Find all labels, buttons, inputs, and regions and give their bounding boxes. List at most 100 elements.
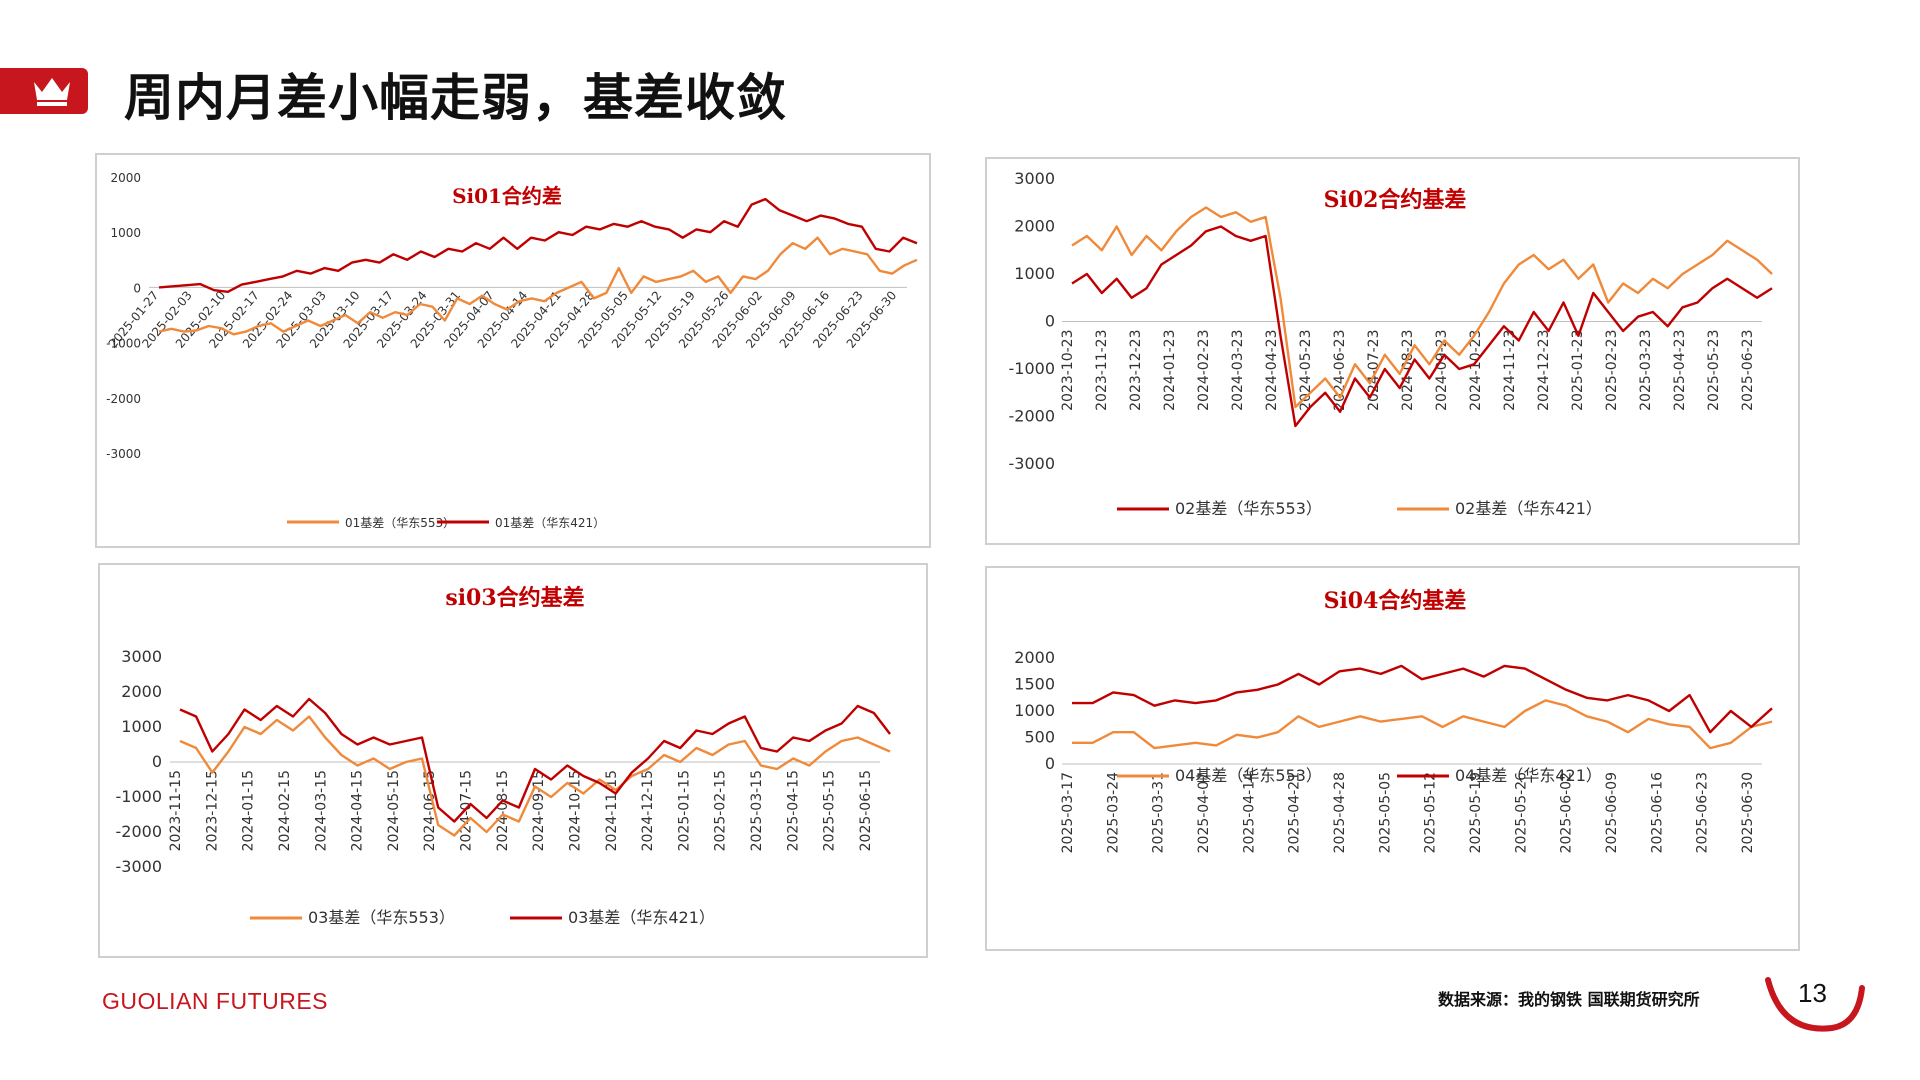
x-tick-label: 2024-11-15 (604, 770, 620, 851)
x-tick-label: 2023-11-15 (168, 770, 184, 851)
chart-svg-c4: Si04合约基差 2000 1500 1000 500 0 2025-03-17 2025-0… (1014, 588, 1773, 853)
x-tick-label: 2024-05-23 (1298, 330, 1314, 411)
data-source-note: 数据来源：我的钢铁 国联期货研究所 (1438, 990, 1700, 1009)
chart-panel-si01: Si01合约差 2000 1000 0 -1000 -2000 -3000 2025-01-2… (95, 153, 931, 548)
x-tick-label: 2023-11-23 (1094, 330, 1110, 411)
x-tick-label: 2025-04-07 (1196, 772, 1212, 853)
y-tick-label: -2000 (106, 392, 141, 406)
x-tick-label: 2024-04-15 (350, 770, 366, 851)
x-tick-label: 2024-02-15 (277, 770, 293, 851)
x-tick-label: 2025-04-28 (1332, 772, 1348, 853)
y-tick-label: 0 (1045, 312, 1055, 331)
chart-panel-si02: Si02合约基差 3000 2000 1000 0 -1000 -2000 -3000 2023… (985, 157, 1800, 545)
x-tick-label: 2024-04-23 (1264, 330, 1280, 411)
y-tick-label: 2000 (121, 682, 162, 701)
x-tick-label: 2024-07-15 (459, 770, 475, 851)
x-tick-label: 2025-01-23 (1570, 330, 1586, 411)
x-tick-label: 2023-12-23 (1128, 330, 1144, 411)
x-tick-label: 2024-01-23 (1162, 330, 1178, 411)
x-tick-label: 2025-03-24 (1105, 772, 1121, 853)
legend-label: 02基差（华东421） (1455, 499, 1602, 518)
legend-label: 04基差（华东421） (1455, 766, 1602, 785)
y-tick-label: -3000 (106, 447, 141, 461)
y-tick-label: 2000 (110, 171, 141, 185)
x-tick-label: 2025-06-15 (858, 770, 874, 851)
x-tick-label: 2025-04-15 (785, 770, 801, 851)
x-tick-label: 2024-05-15 (386, 770, 402, 851)
chart-title: si03合约基差 (445, 585, 584, 611)
x-tick-label: 2025-02-23 (1604, 330, 1620, 411)
x-tick-label: 2024-10-15 (567, 770, 583, 851)
x-tick-label: 2025-03-23 (1638, 330, 1654, 411)
x-tick-label: 2024-11-23 (1502, 330, 1518, 411)
series-line-2 (158, 197, 918, 294)
x-tick-label: 2025-06-09 (1604, 772, 1620, 853)
x-tick-label: 2025-01-15 (676, 770, 692, 851)
x-tick-label: 2025-05-23 (1706, 330, 1722, 411)
x-tick-label: 2025-04-21 (1287, 772, 1303, 853)
x-tick-label: 2024-12-23 (1536, 330, 1552, 411)
x-tick-label: 2024-03-23 (1230, 330, 1246, 411)
y-tick-label: -3000 (1009, 454, 1056, 473)
page-number: 13 (1798, 978, 1827, 1008)
y-tick-label: 1000 (1014, 701, 1055, 720)
page-number-arc-icon (1765, 977, 1865, 1032)
series-line-2 (1071, 206, 1773, 409)
chart-title: Si02合约基差 (1324, 187, 1467, 213)
y-tick-label: -1000 (1009, 359, 1056, 378)
chart-svg-c2: Si02合约基差 3000 2000 1000 0 -1000 -2000 -3000 2023… (1009, 169, 1773, 518)
chart-title: Si01合约差 (452, 184, 562, 208)
x-tick-label: 2025-03-15 (749, 770, 765, 851)
y-tick-label: 3000 (1014, 169, 1055, 188)
x-tick-label: 2024-01-15 (241, 770, 257, 851)
y-tick-label: -2000 (116, 822, 163, 841)
x-tick-label: 2025-06-30 (1740, 772, 1756, 853)
y-tick-label: 1500 (1014, 675, 1055, 694)
y-tick-label: 1000 (110, 226, 141, 240)
legend-label: 02基差（华东553） (1175, 499, 1322, 518)
x-tick-label: 2024-03-15 (313, 770, 329, 851)
y-tick-label: -2000 (1009, 407, 1056, 426)
x-tick-label: 2024-12-15 (640, 770, 656, 851)
x-tick-label: 2025-05-26 (1513, 772, 1529, 853)
chart-panel-si03: si03合约基差 3000 2000 1000 0 -1000 -2000 -3000 2023… (98, 563, 928, 958)
x-tick-label: 2025-06-02 (1559, 772, 1575, 853)
x-tick-label: 2024-09-15 (531, 770, 547, 851)
y-tick-label: -3000 (116, 857, 163, 876)
x-tick-label: 2024-02-23 (1196, 330, 1212, 411)
chart-title: Si04合约基差 (1324, 588, 1467, 614)
x-tick-label: 2024-08-15 (495, 770, 511, 851)
x-tick-label: 2025-05-19 (1468, 772, 1484, 853)
crown-icon (34, 78, 70, 106)
series-line-2 (1072, 664, 1773, 734)
y-tick-label: -1000 (106, 337, 141, 351)
x-tick-label: 2025-06-23 (1695, 772, 1711, 853)
chart-svg-c1: Si01合约差200010000-1000-2000-30002025-01-2… (106, 171, 918, 530)
x-tick-label: 2024-07-23 (1366, 330, 1382, 411)
series-line-1 (1071, 225, 1773, 428)
brand-name: GUOLIAN FUTURES (102, 988, 329, 1014)
x-tick-label: 2024-09-23 (1434, 330, 1450, 411)
series-line-1 (158, 236, 918, 336)
x-tick-label: 2025-03-17 (1060, 772, 1076, 853)
legend-label: 01基差（华东421） (495, 516, 605, 530)
series-line-1 (179, 715, 891, 837)
chart-panel-si04: Si04合约基差 2000 1500 1000 500 0 2025-03-17 2025-0… (985, 566, 1800, 951)
y-tick-label: 2000 (1014, 217, 1055, 236)
y-tick-label: 500 (1024, 728, 1055, 747)
y-tick-label: 0 (133, 281, 141, 295)
x-tick-label: 2025-02-15 (713, 770, 729, 851)
x-tick-label: 2023-10-23 (1060, 330, 1076, 411)
y-tick-label: 1000 (121, 717, 162, 736)
y-tick-label: 0 (1045, 754, 1055, 773)
chart-svg-c3: si03合约基差 3000 2000 1000 0 -1000 -2000 -3000 2023… (116, 585, 891, 927)
y-tick-label: -1000 (116, 787, 163, 806)
y-tick-label: 0 (152, 752, 162, 771)
x-tick-label: 2025-03-31 (1151, 772, 1167, 853)
x-tick-label: 2025-06-16 (1649, 772, 1665, 853)
series-line-2 (179, 697, 891, 823)
legend-label: 04基差（华东553） (1175, 766, 1322, 785)
y-tick-label: 2000 (1014, 648, 1055, 667)
x-tick-label: 2023-12-15 (204, 770, 220, 851)
legend-label: 01基差（华东553） (345, 516, 455, 530)
